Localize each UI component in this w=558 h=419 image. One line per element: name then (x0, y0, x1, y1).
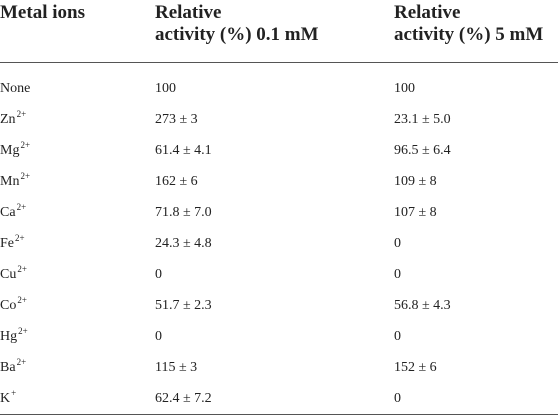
ion-cell: Mg2+ (0, 140, 31, 160)
activity-0-1mm-cell: 62.4 ± 7.2 (155, 391, 212, 406)
activity-5mm-cell: 96.5 ± 6.4 (394, 143, 451, 158)
ion-charge: + (11, 388, 17, 398)
ion-symbol: Co (0, 298, 17, 313)
header-activity-0-1mm-line2: activity (%) 0.1 mM (155, 24, 319, 45)
table-row: K+ 62.4 ± 7.2 0 (0, 384, 558, 415)
ion-charge: 2+ (17, 295, 27, 305)
activity-5mm-cell: 0 (394, 267, 401, 282)
table-row: Mn2+ 162 ± 6 109 ± 8 (0, 167, 558, 198)
ion-charge: 2+ (18, 326, 28, 336)
activity-0-1mm-cell: 273 ± 3 (155, 112, 198, 127)
ion-charge: 2+ (20, 140, 31, 150)
table-header: Metal ions Relative activity (%) 0.1 mM … (0, 0, 558, 56)
header-activity-0-1mm-line1: Relative (155, 2, 222, 23)
activity-5mm-cell: 23.1 ± 5.0 (394, 112, 451, 127)
activity-0-1mm-cell: 0 (155, 267, 162, 282)
header-activity-0-1mm: Relative activity (%) 0.1 mM (155, 2, 319, 46)
table-row: Ba2+ 115 ± 3 152 ± 6 (0, 353, 558, 384)
ion-cell: Fe2+ (0, 233, 25, 253)
activity-0-1mm-cell: 100 (155, 81, 176, 96)
header-metal-ions-line1: Metal ions (0, 2, 85, 23)
ion-cell: Cu2+ (0, 264, 27, 284)
activity-0-1mm-cell: 51.7 ± 2.3 (155, 298, 212, 313)
ion-symbol: Ca (0, 205, 16, 220)
ion-cell: Co2+ (0, 295, 27, 315)
table-row: Co2+ 51.7 ± 2.3 56.8 ± 4.3 (0, 291, 558, 322)
activity-5mm-cell: 100 (394, 81, 415, 96)
ion-symbol: K (0, 391, 11, 406)
header-metal-ions: Metal ions (0, 2, 85, 24)
ion-cell: Ca2+ (0, 202, 27, 222)
activity-0-1mm-cell: 115 ± 3 (155, 360, 198, 375)
table-row: Fe2+ 24.3 ± 4.8 0 (0, 229, 558, 260)
ion-charge: 2+ (16, 357, 27, 367)
ion-symbol: Mg (0, 143, 20, 158)
ion-symbol: None (0, 81, 31, 96)
ion-charge: 2+ (16, 109, 27, 119)
table-body: None 100 100 Zn2+ 273 ± 3 23.1 ± 5.0 Mg2… (0, 74, 558, 415)
ion-symbol: Cu (0, 267, 17, 282)
activity-5mm-cell: 107 ± 8 (394, 205, 437, 220)
activity-5mm-cell: 152 ± 6 (394, 360, 437, 375)
ion-cell: Zn2+ (0, 109, 27, 129)
header-activity-5mm-line2: activity (%) 5 mM (394, 24, 544, 45)
ion-symbol: Zn (0, 112, 16, 127)
table-row: Zn2+ 273 ± 3 23.1 ± 5.0 (0, 105, 558, 136)
ion-symbol: Hg (0, 329, 18, 344)
ion-cell: None (0, 80, 31, 98)
ion-charge: 2+ (17, 264, 27, 274)
header-divider (0, 62, 558, 63)
ion-charge: 2+ (15, 233, 25, 243)
table-row: Mg2+ 61.4 ± 4.1 96.5 ± 6.4 (0, 136, 558, 167)
activity-5mm-cell: 56.8 ± 4.3 (394, 298, 451, 313)
ion-charge: 2+ (16, 202, 27, 212)
ion-charge: 2+ (20, 171, 31, 181)
table-row: Hg2+ 0 0 (0, 322, 558, 353)
ion-cell: K+ (0, 388, 17, 408)
activity-5mm-cell: 109 ± 8 (394, 174, 437, 189)
table-row: Ca2+ 71.8 ± 7.0 107 ± 8 (0, 198, 558, 229)
header-activity-5mm-line1: Relative (394, 2, 461, 23)
table-bottom-rule (0, 414, 558, 415)
ion-cell: Hg2+ (0, 326, 28, 346)
activity-5mm-cell: 0 (394, 329, 401, 344)
ion-cell: Ba2+ (0, 357, 27, 377)
table-row: Cu2+ 0 0 (0, 260, 558, 291)
header-activity-5mm: Relative activity (%) 5 mM (394, 2, 543, 46)
activity-0-1mm-cell: 0 (155, 329, 162, 344)
activity-5mm-cell: 0 (394, 236, 401, 251)
ion-cell: Mn2+ (0, 171, 31, 191)
activity-0-1mm-cell: 162 ± 6 (155, 174, 198, 189)
activity-0-1mm-cell: 71.8 ± 7.0 (155, 205, 212, 220)
activity-0-1mm-cell: 24.3 ± 4.8 (155, 236, 212, 251)
activity-0-1mm-cell: 61.4 ± 4.1 (155, 143, 212, 158)
table-row: None 100 100 (0, 74, 558, 105)
ion-symbol: Mn (0, 174, 20, 189)
ion-symbol: Ba (0, 360, 16, 375)
ion-symbol: Fe (0, 236, 14, 251)
activity-5mm-cell: 0 (394, 391, 401, 406)
